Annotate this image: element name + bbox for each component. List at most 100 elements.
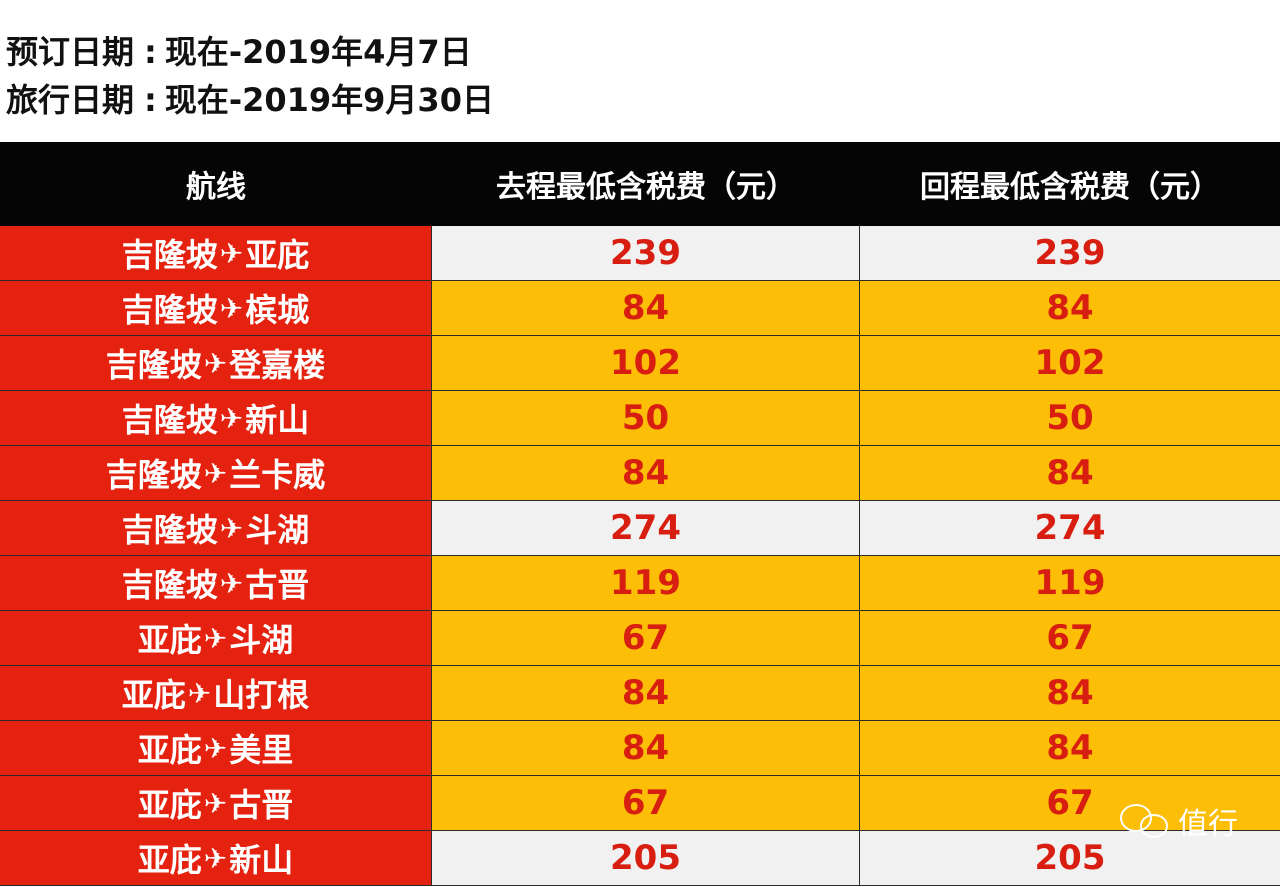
airplane-icon: ✈ bbox=[219, 291, 244, 325]
table-row: 吉隆坡 ✈ 登嘉楼 102 102 bbox=[0, 336, 1280, 391]
route-cell: 吉隆坡 ✈ 兰卡威 bbox=[0, 446, 432, 501]
airplane-icon: ✈ bbox=[219, 511, 244, 545]
route-origin: 吉隆坡 bbox=[121, 236, 218, 274]
table-row: 吉隆坡 ✈ 新山 50 50 bbox=[0, 391, 1280, 446]
route-destination: 山打根 bbox=[213, 676, 310, 714]
route-origin: 亚庇 bbox=[137, 731, 202, 769]
airplane-icon: ✈ bbox=[203, 456, 228, 490]
route-cell: 吉隆坡 ✈ 斗湖 bbox=[0, 501, 432, 556]
return-fare-cell: 50 bbox=[860, 391, 1280, 446]
outbound-fare-cell: 274 bbox=[432, 501, 860, 556]
return-fare-cell: 67 bbox=[860, 776, 1280, 831]
outbound-fare-cell: 84 bbox=[432, 666, 860, 721]
route-cell: 亚庇 ✈ 山打根 bbox=[0, 666, 432, 721]
route-origin: 吉隆坡 bbox=[121, 511, 218, 549]
return-fare-cell: 239 bbox=[860, 226, 1280, 281]
table-row: 亚庇 ✈ 山打根 84 84 bbox=[0, 666, 1280, 721]
fare-table: 航线 去程最低含税费（元） 回程最低含税费（元） 吉隆坡 ✈ 亚庇 239 239 吉隆坡… bbox=[0, 142, 1280, 886]
date-info: 预订日期: 现在-2019年4月7日 旅行日期: 现在-2019年9月30日 bbox=[6, 28, 494, 124]
route-destination: 亚庇 bbox=[245, 236, 310, 274]
table-row: 吉隆坡 ✈ 槟城 84 84 bbox=[0, 281, 1280, 336]
route-destination: 斗湖 bbox=[229, 621, 294, 659]
table-header: 航线 去程最低含税费（元） 回程最低含税费（元） bbox=[0, 142, 1280, 226]
header-outbound-fare: 去程最低含税费（元） bbox=[496, 170, 796, 205]
outbound-fare-cell: 67 bbox=[432, 776, 860, 831]
route-cell: 吉隆坡 ✈ 古晋 bbox=[0, 556, 432, 611]
outbound-fare-cell: 119 bbox=[432, 556, 860, 611]
table-row: 亚庇 ✈ 美里 84 84 bbox=[0, 721, 1280, 776]
airplane-icon: ✈ bbox=[203, 731, 228, 765]
watermark-text: 值行 bbox=[1178, 807, 1238, 842]
route-origin: 吉隆坡 bbox=[105, 346, 202, 384]
route-cell: 亚庇 ✈ 斗湖 bbox=[0, 611, 432, 666]
airplane-icon: ✈ bbox=[203, 621, 228, 655]
travel-date-value: 现在-2019年9月30日 bbox=[164, 81, 494, 119]
return-fare-cell: 102 bbox=[860, 336, 1280, 391]
route-destination: 古晋 bbox=[245, 566, 310, 604]
route-cell: 亚庇 ✈ 古晋 bbox=[0, 776, 432, 831]
route-cell: 吉隆坡 ✈ 新山 bbox=[0, 391, 432, 446]
route-destination: 古晋 bbox=[229, 786, 294, 824]
route-origin: 亚庇 bbox=[137, 621, 202, 659]
airplane-icon: ✈ bbox=[187, 676, 212, 710]
outbound-fare-cell: 84 bbox=[432, 446, 860, 501]
booking-date-value: 现在-2019年4月7日 bbox=[164, 33, 472, 71]
route-destination: 新山 bbox=[245, 401, 310, 439]
route-cell: 吉隆坡 ✈ 登嘉楼 bbox=[0, 336, 432, 391]
travel-date-label: 旅行日期 bbox=[6, 81, 135, 119]
return-fare-cell: 67 bbox=[860, 611, 1280, 666]
airplane-icon: ✈ bbox=[219, 236, 244, 270]
table-row: 亚庇 ✈ 古晋 67 67 bbox=[0, 776, 1280, 831]
travel-date-line: 旅行日期: 现在-2019年9月30日 bbox=[6, 76, 494, 124]
route-cell: 吉隆坡 ✈ 槟城 bbox=[0, 281, 432, 336]
table-row: 吉隆坡 ✈ 古晋 119 119 bbox=[0, 556, 1280, 611]
return-fare-cell: 274 bbox=[860, 501, 1280, 556]
table-row: 吉隆坡 ✈ 亚庇 239 239 bbox=[0, 226, 1280, 281]
route-cell: 亚庇 ✈ 美里 bbox=[0, 721, 432, 776]
booking-date-label: 预订日期 bbox=[6, 33, 135, 71]
route-origin: 吉隆坡 bbox=[121, 291, 218, 329]
return-fare-cell: 84 bbox=[860, 666, 1280, 721]
airplane-icon: ✈ bbox=[203, 346, 228, 380]
outbound-fare-cell: 205 bbox=[432, 831, 860, 886]
route-destination: 斗湖 bbox=[245, 511, 310, 549]
watermark: 值行 bbox=[1120, 799, 1238, 843]
return-fare-cell: 205 bbox=[860, 831, 1280, 886]
airplane-icon: ✈ bbox=[203, 841, 228, 875]
route-destination: 登嘉楼 bbox=[229, 346, 326, 384]
booking-date-separator: : bbox=[144, 33, 157, 71]
route-origin: 亚庇 bbox=[121, 676, 186, 714]
route-destination: 槟城 bbox=[245, 291, 310, 329]
booking-date-line: 预订日期: 现在-2019年4月7日 bbox=[6, 28, 494, 76]
outbound-fare-cell: 102 bbox=[432, 336, 860, 391]
travel-date-separator: : bbox=[144, 81, 157, 119]
route-origin: 吉隆坡 bbox=[105, 456, 202, 494]
table-row: 亚庇 ✈ 斗湖 67 67 bbox=[0, 611, 1280, 666]
outbound-fare-cell: 67 bbox=[432, 611, 860, 666]
table-row: 吉隆坡 ✈ 兰卡威 84 84 bbox=[0, 446, 1280, 501]
return-fare-cell: 84 bbox=[860, 721, 1280, 776]
route-cell: 亚庇 ✈ 新山 bbox=[0, 831, 432, 886]
return-fare-cell: 84 bbox=[860, 446, 1280, 501]
route-origin: 亚庇 bbox=[137, 841, 202, 879]
return-fare-cell: 119 bbox=[860, 556, 1280, 611]
route-origin: 吉隆坡 bbox=[121, 566, 218, 604]
outbound-fare-cell: 84 bbox=[432, 721, 860, 776]
header-route: 航线 bbox=[186, 170, 246, 205]
table-row: 亚庇 ✈ 新山 205 205 bbox=[0, 831, 1280, 886]
route-cell: 吉隆坡 ✈ 亚庇 bbox=[0, 226, 432, 281]
outbound-fare-cell: 50 bbox=[432, 391, 860, 446]
return-fare-cell: 84 bbox=[860, 281, 1280, 336]
route-destination: 美里 bbox=[229, 731, 294, 769]
header-return-fare: 回程最低含税费（元） bbox=[920, 170, 1220, 205]
table-row: 吉隆坡 ✈ 斗湖 274 274 bbox=[0, 501, 1280, 556]
airplane-icon: ✈ bbox=[219, 566, 244, 600]
route-origin: 亚庇 bbox=[137, 786, 202, 824]
route-destination: 新山 bbox=[229, 841, 294, 879]
outbound-fare-cell: 84 bbox=[432, 281, 860, 336]
route-destination: 兰卡威 bbox=[229, 456, 326, 494]
outbound-fare-cell: 239 bbox=[432, 226, 860, 281]
table-body: 吉隆坡 ✈ 亚庇 239 239 吉隆坡 ✈ 槟城 84 84 吉隆坡 ✈ 登嘉楼 102 102 吉隆坡 ✈ 新… bbox=[0, 226, 1280, 886]
airplane-icon: ✈ bbox=[219, 401, 244, 435]
